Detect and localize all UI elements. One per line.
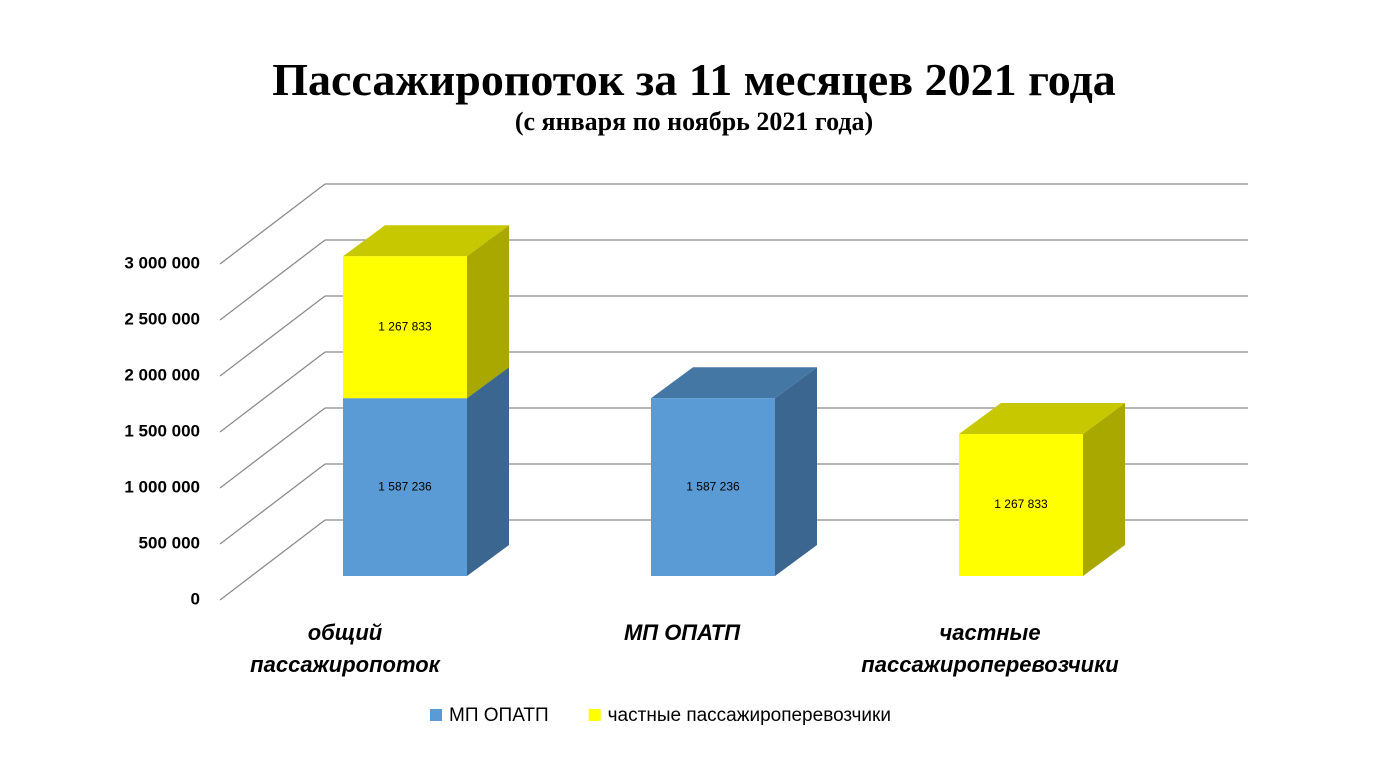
- legend-swatch: [588, 709, 601, 721]
- grid-line-depth: [219, 407, 326, 489]
- bar: [343, 398, 467, 576]
- bar: [651, 398, 775, 576]
- chart-subtitle: (с января по ноябрь 2021 года): [515, 107, 873, 136]
- y-tick-label: 3 000 000: [124, 253, 200, 272]
- value-label: 1 587 236: [378, 479, 432, 493]
- bar-side: [467, 367, 509, 576]
- grid-line-depth: [219, 519, 326, 601]
- bar-top: [651, 367, 817, 399]
- value-label: 1 267 833: [994, 497, 1048, 511]
- y-tick-label: 1 000 000: [124, 477, 200, 496]
- y-tick-label: 0: [191, 589, 200, 608]
- chart-title: Пассажиропоток за 11 месяцев 2021 года: [272, 54, 1116, 105]
- value-label: 1 267 833: [378, 319, 432, 333]
- y-tick-label: 2 000 000: [124, 365, 200, 384]
- legend-swatch: [430, 709, 442, 721]
- grid-line-depth: [219, 295, 326, 377]
- bar: [959, 434, 1083, 576]
- legend-label: МП ОПАТП: [449, 705, 549, 726]
- x-tick-label: частные пассажироперевозчики: [861, 620, 1119, 677]
- x-tick-label: МП ОПАТП: [623, 620, 741, 645]
- legend-label: частные пассажироперевозчики: [608, 705, 891, 726]
- grid-line-depth: [219, 351, 326, 433]
- grid-line-depth: [219, 239, 326, 321]
- y-tick-label: 1 500 000: [124, 421, 200, 440]
- value-label: 1 587 236: [686, 479, 740, 493]
- y-tick-label: 500 000: [139, 533, 200, 552]
- x-tick-label: общий пассажиропоток: [250, 620, 440, 677]
- grid-line-depth: [219, 183, 326, 265]
- bar-side: [1083, 403, 1125, 576]
- bar-top: [343, 225, 509, 257]
- grid-line-depth: [219, 463, 326, 545]
- bar-top: [959, 403, 1125, 435]
- bar-side: [775, 367, 817, 576]
- y-tick-label: 2 500 000: [124, 309, 200, 328]
- bar-side: [467, 225, 509, 399]
- bar: [343, 256, 467, 399]
